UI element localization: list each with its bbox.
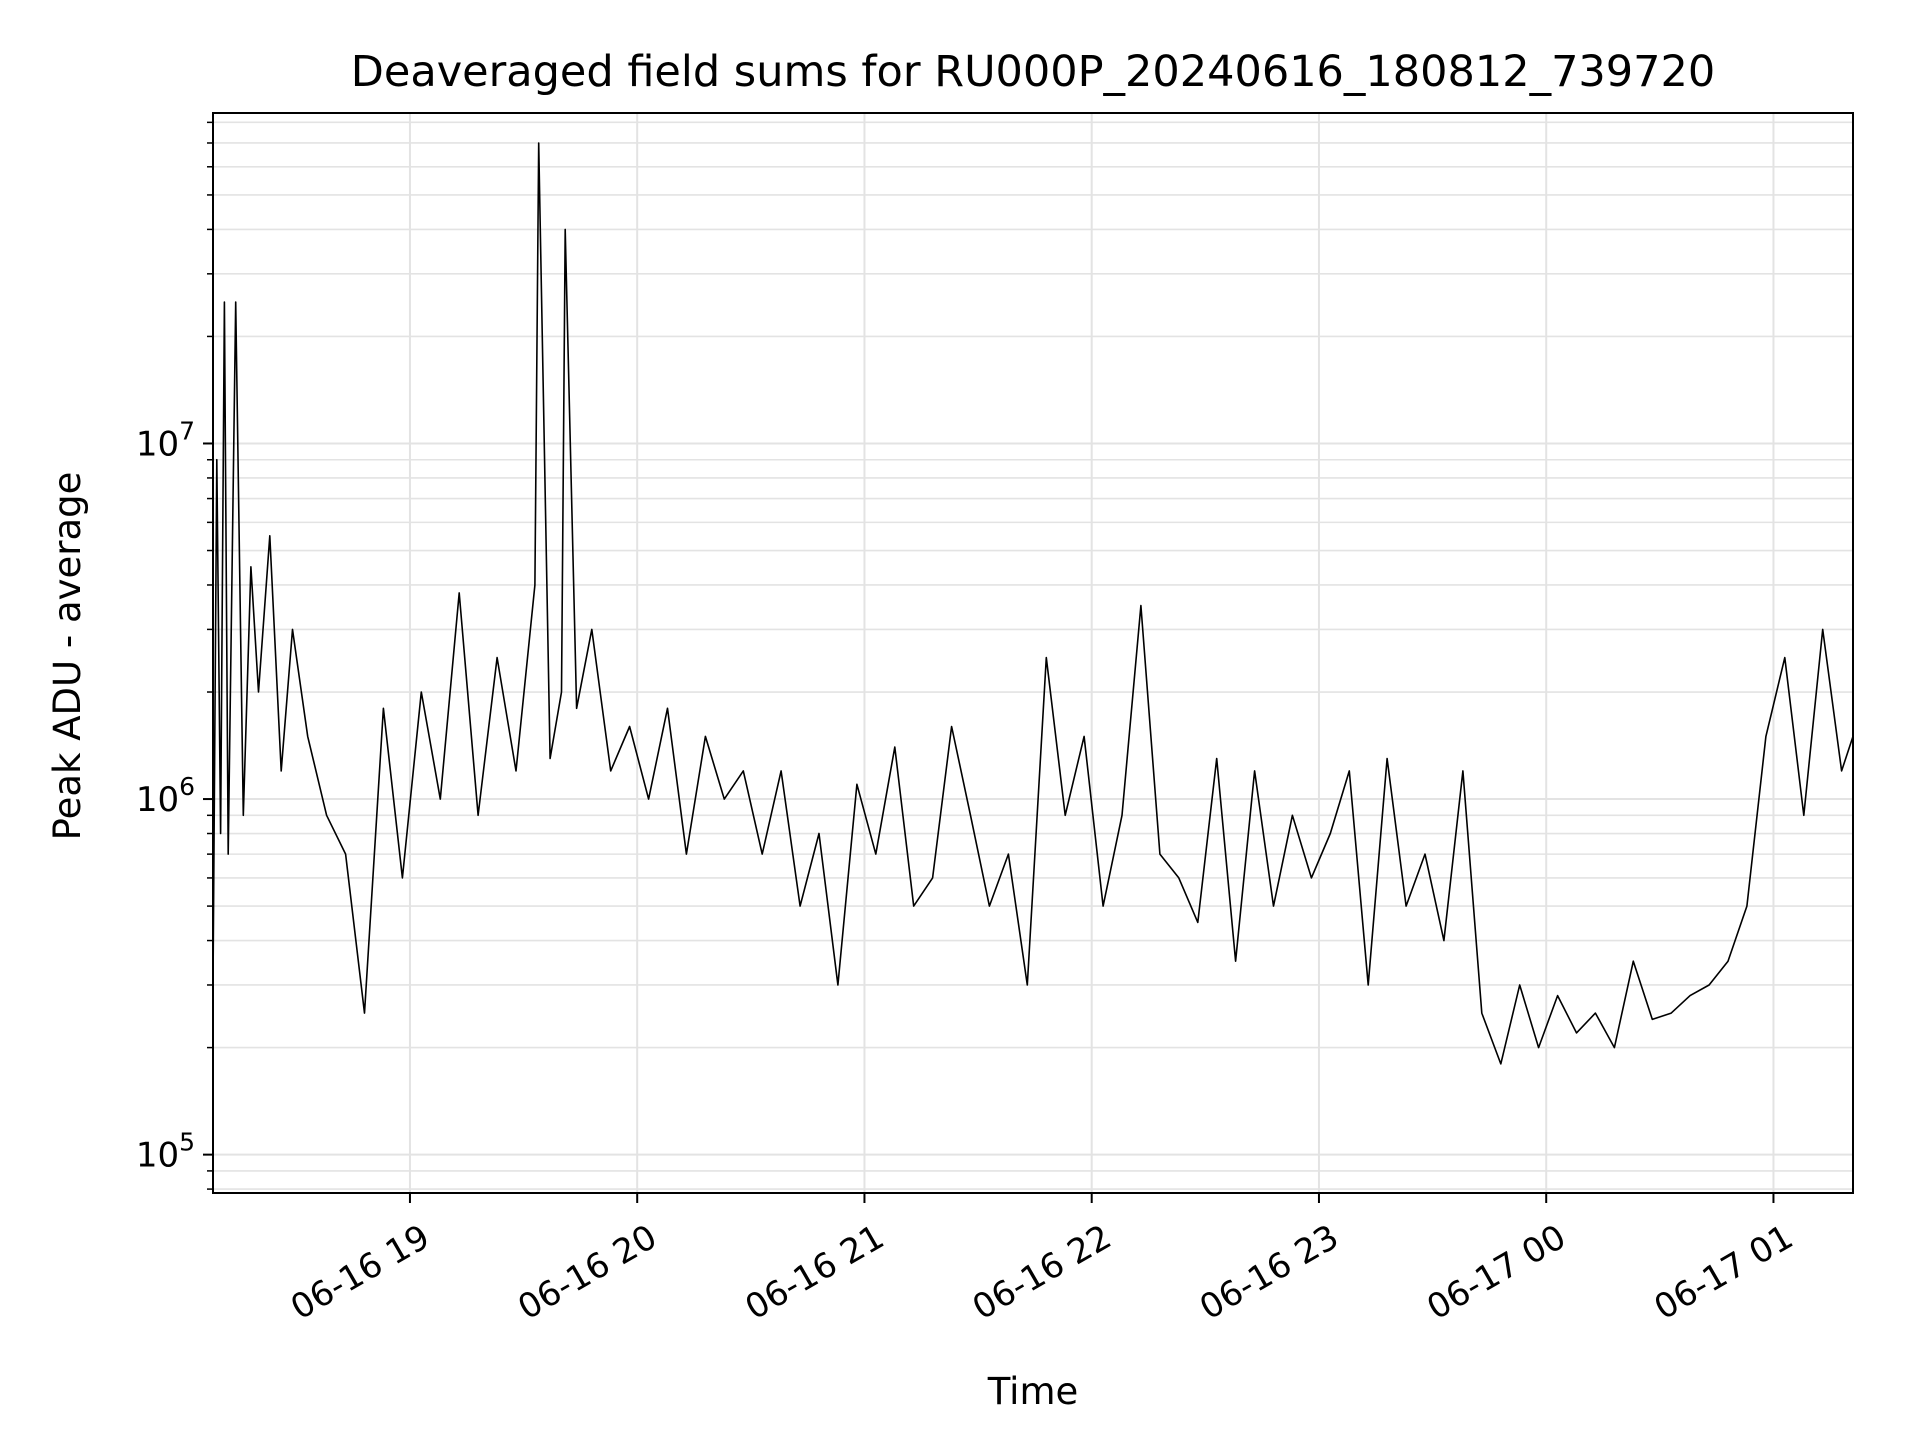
y-tick-label: 107 — [136, 416, 195, 464]
plot-area-frame — [212, 112, 1854, 1194]
series-layer — [212, 142, 1854, 1065]
chart-title: Deaveraged field sums for RU000P_2024061… — [351, 47, 1715, 97]
y-tick-label: 105 — [136, 1128, 195, 1176]
series-line — [212, 142, 1854, 1065]
x-axis-label: Time — [987, 1370, 1079, 1413]
y-axis-label: Peak ADU - average — [46, 472, 89, 841]
y-tick-label: 106 — [136, 772, 195, 820]
grid-lines — [213, 113, 1853, 1193]
